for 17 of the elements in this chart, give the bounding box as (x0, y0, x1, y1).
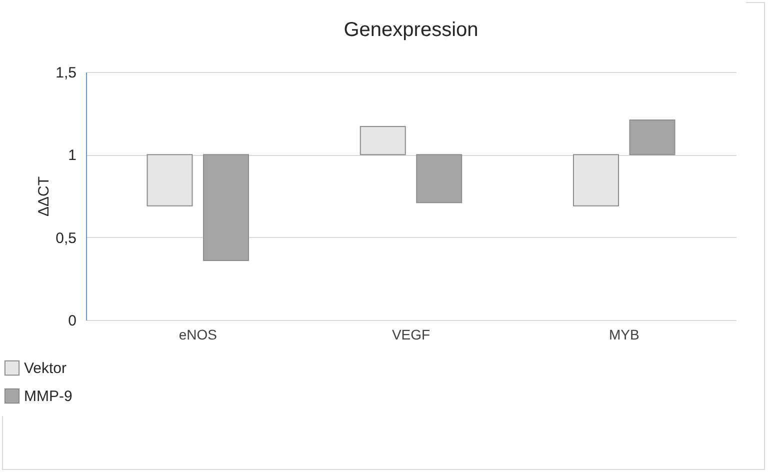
chart-title: Genexpression (344, 19, 478, 41)
y-tick-label: 0,5 (56, 230, 76, 247)
x-tick-label: MYB (608, 326, 640, 342)
y-tick-label: 0 (68, 312, 76, 330)
bar (146, 154, 193, 206)
x-tick-label: VEGF (392, 326, 430, 342)
bar (629, 119, 676, 156)
bar (573, 154, 619, 206)
legend-label: MMP-9 (24, 388, 72, 405)
y-tick-label: 1,5 (56, 64, 76, 82)
x-tick-label: eNOS (178, 326, 217, 342)
bar (416, 154, 462, 204)
y-tick-label: 1 (68, 147, 76, 164)
legend-label: Vektor (24, 360, 67, 377)
bar (360, 126, 406, 156)
y-axis-title: ΔΔCT (36, 176, 53, 217)
bar (203, 154, 249, 261)
